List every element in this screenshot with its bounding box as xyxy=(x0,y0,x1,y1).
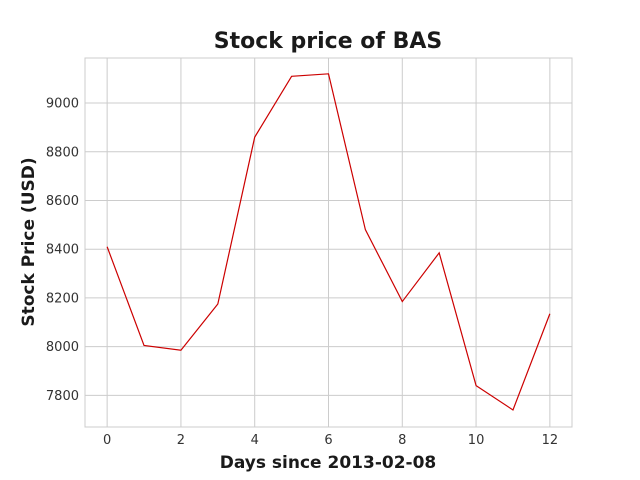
y-tick-label: 7800 xyxy=(46,389,79,404)
y-axis-label: Stock Price (USD) xyxy=(19,157,39,326)
grid xyxy=(85,58,572,427)
x-axis-label: Days since 2013-02-08 xyxy=(220,453,437,473)
x-tick-label: 10 xyxy=(468,433,485,448)
series-layer xyxy=(106,73,551,411)
y-tick-label: 8800 xyxy=(46,145,79,160)
tick-labels: 0 2 4 6 8 10 12 7800 8000 8200 8400 8600 8800 9000 xyxy=(46,97,558,448)
chart-title: Stock price of BAS xyxy=(214,29,443,54)
x-tick-label: 12 xyxy=(542,433,559,448)
y-tick-label: 8000 xyxy=(46,340,79,355)
y-tick-label: 9000 xyxy=(46,97,79,112)
x-tick-label: 6 xyxy=(324,433,332,448)
x-tick-label: 8 xyxy=(398,433,406,448)
x-tick-label: 4 xyxy=(251,433,259,448)
y-tick-label: 8200 xyxy=(46,291,79,306)
x-tick-label: 2 xyxy=(177,433,185,448)
y-tick-label: 8400 xyxy=(46,243,79,258)
series-line xyxy=(106,73,551,411)
y-tick-label: 8600 xyxy=(46,194,79,209)
plot-frame xyxy=(84,57,573,428)
x-tick-label: 0 xyxy=(103,433,111,448)
